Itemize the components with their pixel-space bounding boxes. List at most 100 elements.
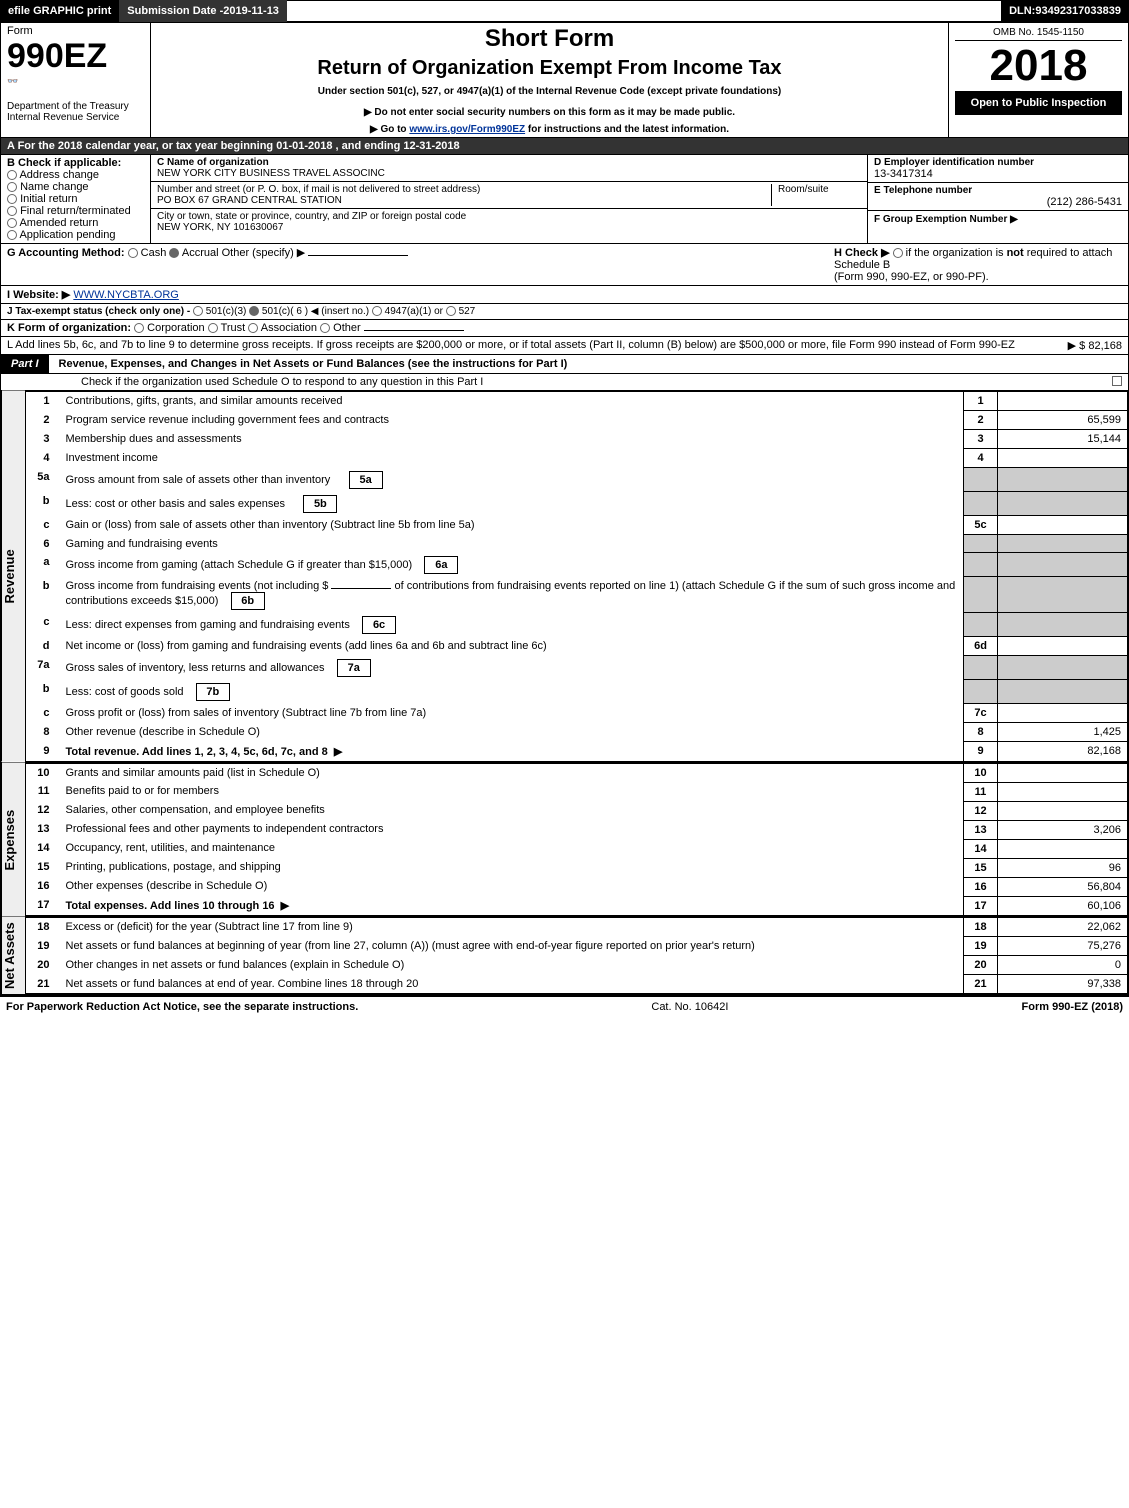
l6d-num: d [26, 637, 60, 656]
footer-right: Form 990-EZ (2018) [1022, 1001, 1123, 1013]
l19-box: 19 [964, 937, 998, 956]
netassets-side-label: Net Assets [1, 917, 25, 994]
radio-icon[interactable] [893, 248, 903, 258]
radio-icon[interactable] [134, 323, 144, 333]
l9-num: 9 [26, 742, 60, 762]
netassets-table: 18Excess or (deficit) for the year (Subt… [25, 917, 1128, 994]
subtitle: Under section 501(c), 527, or 4947(a)(1)… [157, 86, 942, 97]
radio-icon[interactable] [7, 182, 17, 192]
box-i-label: I Website: ▶ [7, 289, 70, 301]
main-title: Return of Organization Exempt From Incom… [157, 57, 942, 80]
form-id-block: Form 990EZ 👓 Department of the Treasury … [1, 23, 151, 137]
l10-text: Grants and similar amounts paid (list in… [60, 763, 964, 782]
radio-icon[interactable] [372, 306, 382, 316]
line-8: 8Other revenue (describe in Schedule O)8… [26, 723, 1128, 742]
l6c-text: Less: direct expenses from gaming and fu… [60, 613, 964, 637]
l5b-shade [964, 492, 998, 516]
line-13: 13Professional fees and other payments t… [26, 820, 1128, 839]
l4-num: 4 [26, 449, 60, 468]
box-c: C Name of organization NEW YORK CITY BUS… [151, 155, 868, 243]
l20-box: 20 [964, 956, 998, 975]
k-other-input[interactable] [364, 330, 464, 331]
radio-icon[interactable] [7, 230, 17, 240]
l6b-shadeamt [998, 577, 1128, 613]
radio-icon[interactable] [7, 206, 17, 216]
l5b-shadeamt [998, 492, 1128, 516]
radio-icon[interactable] [7, 194, 17, 204]
l5b-t: Less: cost or other basis and sales expe… [66, 498, 286, 510]
l15-num: 15 [26, 858, 60, 877]
g-other-input[interactable] [308, 255, 408, 256]
topbar-spacer [287, 0, 1001, 22]
addr-label: Number and street (or P. O. box, if mail… [157, 184, 771, 195]
l21-text: Net assets or fund balances at end of ye… [60, 975, 964, 994]
radio-icon[interactable] [193, 306, 203, 316]
line-5c: cGain or (loss) from sale of assets othe… [26, 516, 1128, 535]
l11-box: 11 [964, 782, 998, 801]
l6b-text: Gross income from fundraising events (no… [60, 577, 964, 613]
city-block: City or town, state or province, country… [151, 209, 867, 235]
radio-icon[interactable] [446, 306, 456, 316]
goto-pre: ▶ Go to [370, 124, 409, 135]
period-begin: 01-01-2018 [276, 140, 332, 152]
part1-label: Part I [1, 355, 49, 373]
l20-text: Other changes in net assets or fund bala… [60, 956, 964, 975]
room-label: Room/suite [771, 184, 861, 206]
line-10: 10Grants and similar amounts paid (list … [26, 763, 1128, 782]
k-3: Other [333, 322, 361, 334]
l10-num: 10 [26, 763, 60, 782]
entity-info-grid: B Check if applicable: Address change Na… [0, 155, 1129, 244]
optB-5-label: Application pending [19, 229, 115, 241]
k-0: Corporation [147, 322, 204, 334]
l14-amt [998, 839, 1128, 858]
website-link[interactable]: WWW.NYCBTA.ORG [73, 289, 179, 301]
l17-amt: 60,106 [998, 896, 1128, 916]
h-text3: (Form 990, 990-EZ, or 990-PF). [834, 271, 989, 283]
form-header: Form 990EZ 👓 Department of the Treasury … [0, 22, 1129, 138]
l1-box: 1 [964, 392, 998, 411]
optB-0: Address change [7, 169, 144, 181]
l4-amt [998, 449, 1128, 468]
box-b-label: B Check if applicable: [7, 157, 144, 169]
box-d: D Employer identification number 13-3417… [868, 155, 1128, 183]
irs-link[interactable]: www.irs.gov/Form990EZ [409, 124, 525, 135]
line-3: 3Membership dues and assessments315,144 [26, 430, 1128, 449]
line-7c: cGross profit or (loss) from sales of in… [26, 704, 1128, 723]
line-12: 12Salaries, other compensation, and empl… [26, 801, 1128, 820]
optB-0-label: Address change [19, 169, 99, 181]
subdate-value: 2019-11-13 [223, 5, 279, 17]
l4-box: 4 [964, 449, 998, 468]
radio-icon[interactable] [7, 218, 17, 228]
line-2: 2Program service revenue including gover… [26, 411, 1128, 430]
l6b-input[interactable] [331, 588, 391, 589]
l17-t: Total expenses. Add lines 10 through 16 [66, 900, 275, 912]
radio-icon[interactable] [208, 323, 218, 333]
radio-icon[interactable] [128, 248, 138, 258]
l6b-t1: Gross income from fundraising events (no… [66, 580, 329, 592]
radio-icon[interactable] [249, 306, 259, 316]
check-icon[interactable] [1112, 376, 1122, 386]
l3-text: Membership dues and assessments [60, 430, 964, 449]
l5a-shadeamt [998, 468, 1128, 492]
l6a-num: a [26, 553, 60, 577]
l-text: L Add lines 5b, 6c, and 7b to line 9 to … [7, 339, 1015, 351]
radio-icon[interactable] [320, 323, 330, 333]
l2-amt: 65,599 [998, 411, 1128, 430]
g-accrual: Accrual [182, 247, 219, 259]
l3-num: 3 [26, 430, 60, 449]
line-4: 4Investment income4 [26, 449, 1128, 468]
line-6b: bGross income from fundraising events (n… [26, 577, 1128, 613]
optB-2-label: Initial return [20, 193, 77, 205]
row-j: J Tax-exempt status (check only one) - 5… [0, 304, 1129, 320]
l7b-t: Less: cost of goods sold [66, 686, 184, 698]
l7a-num: 7a [26, 656, 60, 680]
l6a-shade [964, 553, 998, 577]
h-text1: if the organization is [906, 247, 1007, 259]
l7a-shadeamt [998, 656, 1128, 680]
dln-box: DLN: 93492317033839 [1001, 0, 1129, 22]
l7b-text: Less: cost of goods sold 7b [60, 680, 964, 704]
radio-icon[interactable] [169, 248, 179, 258]
radio-icon[interactable] [248, 323, 258, 333]
box-f: F Group Exemption Number ▶ [868, 211, 1128, 227]
radio-icon[interactable] [7, 170, 17, 180]
